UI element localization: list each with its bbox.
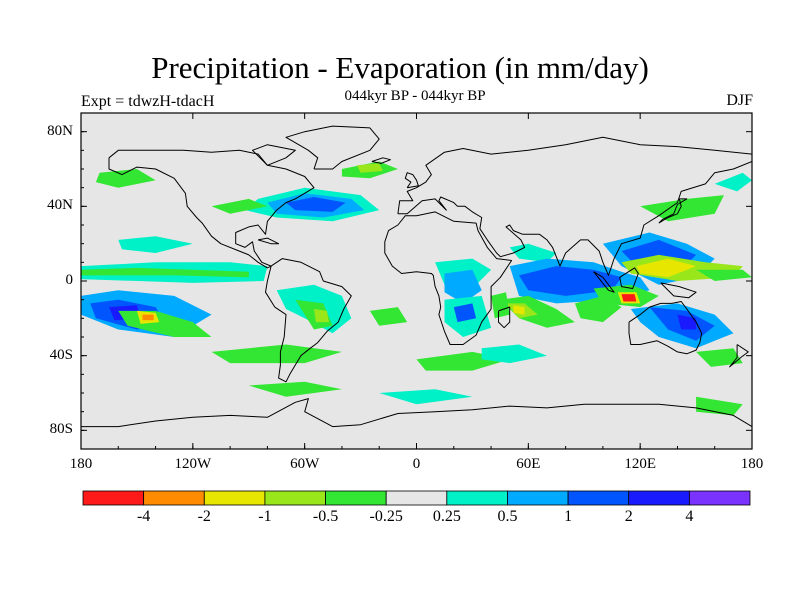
lon-tick-label: 0 [412,456,421,472]
greenland-coastline [285,125,380,170]
colorbar [82,490,751,506]
colorbar-swatch [264,490,326,506]
contour-region-orange [142,314,154,321]
madagascar-coastline [498,306,511,329]
colorbar-label: 2 [624,508,633,525]
lon-tick-label: 180 [740,456,764,472]
map-subtitle: 044kyr BP - 044kyr BP [344,88,486,104]
contour-region-cyan [118,236,193,253]
contour-region-lime [356,163,383,173]
colorbar-label: -4 [136,508,151,525]
lat-tick-label: 80S [49,421,73,438]
contour-region-green [369,307,408,326]
antarctica-coastline [81,398,752,428]
japan-coastline [658,198,688,224]
borneo-coastline [619,267,639,289]
experiment-label: Expt = tdwzH-tdacH [81,93,215,110]
contour-region-green [211,198,268,214]
contour-region-indigo [677,314,697,330]
colorbar-swatch [385,490,448,506]
new-zealand-coastline [729,344,749,368]
colorbar-swatch [688,490,751,506]
africa-coastline [384,211,513,345]
contour-region-cyan [379,389,473,405]
europe-asia-coastline [397,136,752,276]
baffin-coastline [252,144,296,166]
colorbar-swatch [203,490,266,506]
lon-tick-label: 120E [624,456,656,472]
contour-region-sky [444,269,482,304]
cuba-coastline [257,237,280,245]
sumatra-coastline [593,271,615,293]
lon-tick-label: 120W [174,456,212,472]
contour-region-yellow [513,305,525,315]
contour-region-cyan [714,172,752,192]
contour-region-blue [286,197,346,212]
lat-tick-label: 40N [47,197,73,214]
contour-region-yellow [636,258,697,278]
season-label: DJF [726,92,753,109]
iceland-coastline [371,157,391,164]
contour-region-green [95,169,156,188]
axis-ticks [80,113,753,449]
contour-fill-layer [81,161,752,416]
colorbar-swatch [628,490,690,506]
lon-tick-label: 180 [69,456,93,472]
contour-region-green [696,269,752,281]
colorbar-label: 0.25 [432,508,461,525]
lat-tick-label: 40S [49,346,73,363]
colorbar-swatch [446,490,508,506]
lon-tick-label: 60W [290,456,320,472]
colorbar-swatch [143,490,205,506]
south-america-coastline [265,258,352,383]
colorbar-swatch [567,490,630,506]
lat-tick-label: 80N [47,122,73,139]
colorbar-label: -2 [197,508,211,525]
new-guinea-coastline [660,282,697,299]
colorbar-swatch [82,490,145,506]
contour-region-green [696,348,743,367]
coastline-layer [81,125,752,428]
map-title: Precipitation - Evaporation (in mm/day) [151,50,649,85]
colorbar-swatch [325,490,387,506]
lat-tick-label: 0 [65,272,74,288]
contour-region-cyan [509,243,557,263]
australia-coastline [628,301,703,355]
colorbar-swatch [507,490,569,506]
contour-region-cyan [481,344,547,364]
colorbar-label: -0.5 [312,508,339,525]
colorbar-label: 4 [685,508,694,525]
colorbar-label: -0.25 [369,508,403,525]
contour-region-lime [314,309,329,323]
contour-region-green [640,195,724,222]
contour-region-red [621,294,637,302]
colorbar-label: 0.5 [497,508,518,525]
contour-region-green [491,292,510,319]
contour-region-blue [453,303,477,323]
colorbar-label: 1 [564,508,573,525]
lon-tick-label: 60E [516,456,541,472]
colorbar-label: -1 [258,508,272,525]
contour-region-green [248,381,342,397]
uk-coastline [404,172,419,189]
contour-region-green [81,267,249,278]
